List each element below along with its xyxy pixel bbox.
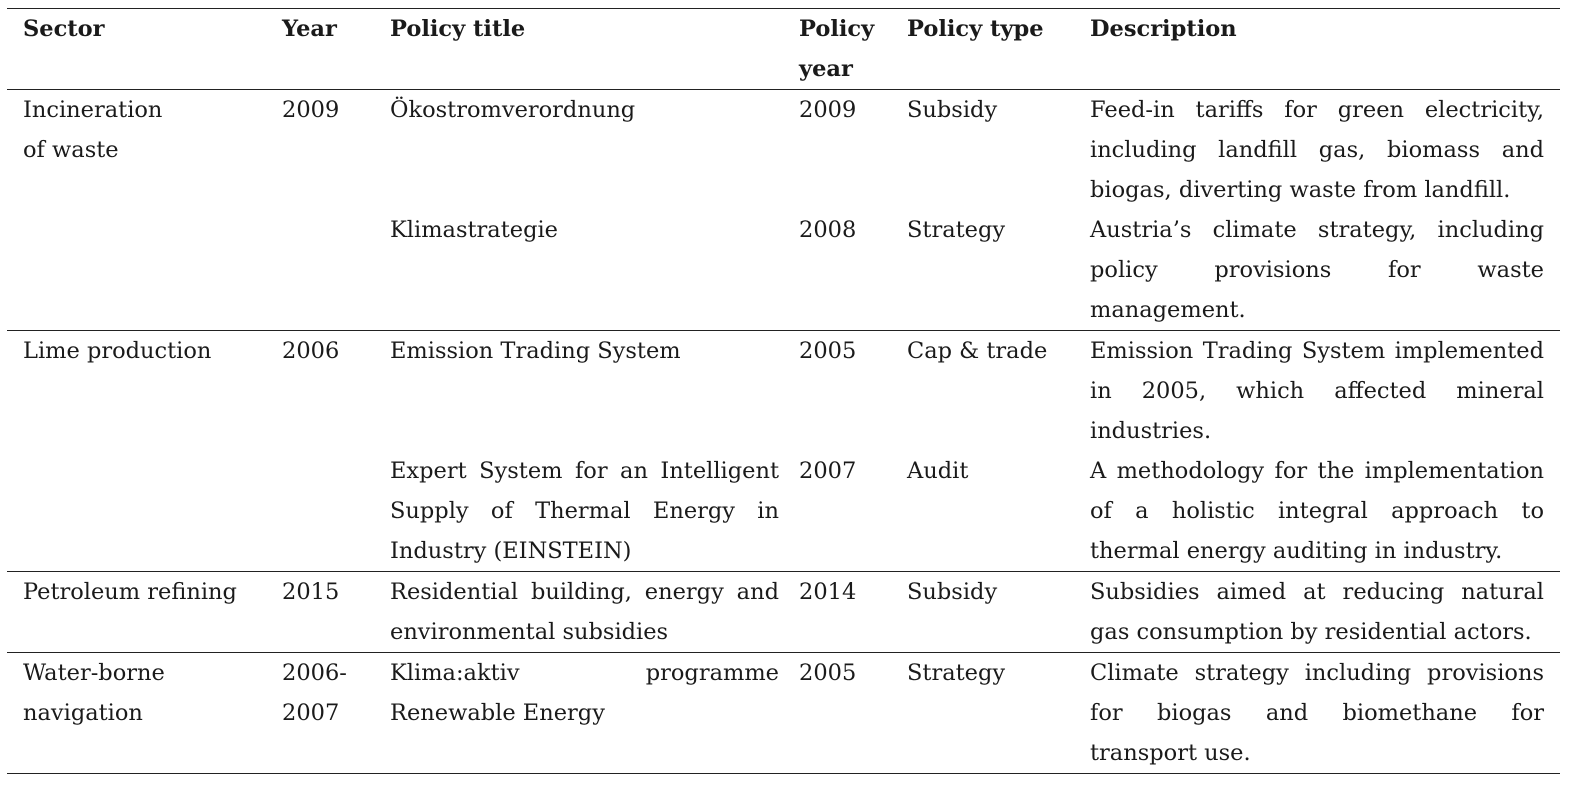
header-policy-year-line1: Policy xyxy=(799,16,875,42)
description-cell: Austria’s climate strategy, including po… xyxy=(1090,217,1544,323)
header-policy-title: Policy title xyxy=(390,16,526,42)
header-policy-year-line2: year xyxy=(799,56,853,82)
policy-type-cell: Strategy xyxy=(907,660,1006,686)
sector-line: of waste xyxy=(23,137,119,163)
year-cell: 2006- 2007 xyxy=(266,653,374,774)
policy-year-cell: 2008 xyxy=(799,217,857,243)
policy-year-cell: 2007 xyxy=(799,458,857,484)
policy-title-cell: Klima:aktiv programme Renewable Energy xyxy=(390,660,779,726)
table-body: Incineration of waste 2009 Ökostromveror… xyxy=(7,89,1560,774)
policy-title-cell: Ökostromverordnung xyxy=(390,97,636,123)
table-row: Petroleum refining 2015 Residential buil… xyxy=(7,571,1560,653)
policy-type-cell: Subsidy xyxy=(907,97,998,123)
table-row: Incineration of waste 2009 Ökostromveror… xyxy=(7,89,1560,211)
policy-year-cell: 2009 xyxy=(799,97,857,123)
table-row: Klimastrategie 2008 Strategy Austria’s c… xyxy=(7,210,1560,331)
header-policy-type: Policy type xyxy=(907,16,1044,42)
policy-table: Sector Year Policy title Policy year Pol… xyxy=(7,8,1560,774)
policy-type-cell: Audit xyxy=(907,458,969,484)
policy-type-cell: Strategy xyxy=(907,217,1006,243)
description-cell: Emission Trading System implemented in 2… xyxy=(1090,338,1544,444)
header-year: Year xyxy=(282,16,337,42)
policy-title-cell: Emission Trading System xyxy=(390,338,681,364)
table-row: Lime production 2006 Emission Trading Sy… xyxy=(7,330,1560,452)
header-description: Description xyxy=(1090,16,1237,42)
year-cell: 2009 xyxy=(282,97,340,123)
header-policy-year: Policy year xyxy=(783,9,891,90)
sector-cell: Petroleum refining xyxy=(23,579,237,605)
description-cell: Subsidies aimed at reducing natural gas … xyxy=(1090,579,1544,645)
description-cell: A methodology for the implementation of … xyxy=(1090,458,1544,564)
sector-line: Incineration xyxy=(23,97,163,123)
policy-year-cell: 2005 xyxy=(799,660,857,686)
policy-title-cell: Residential building, energy and environ… xyxy=(390,579,779,645)
policy-type-cell: Subsidy xyxy=(907,579,998,605)
year-line: 2006- xyxy=(282,660,347,686)
sector-cell: Incineration of waste xyxy=(7,90,266,331)
policy-year-cell: 2014 xyxy=(799,579,857,605)
description-cell: Climate strategy including provisions fo… xyxy=(1090,660,1544,766)
year-line: 2007 xyxy=(282,700,340,726)
policy-type-cell: Cap & trade xyxy=(907,338,1048,364)
sector-cell: Water-borne navigation xyxy=(23,660,165,726)
year-cell: 2015 xyxy=(282,579,340,605)
sector-cell: Lime production xyxy=(23,338,212,364)
table-row: Expert System for an Intelligent Supply … xyxy=(7,451,1560,572)
policy-title-cell: Klimastrategie xyxy=(390,217,558,243)
policy-year-cell: 2005 xyxy=(799,338,857,364)
header-row: Sector Year Policy title Policy year Pol… xyxy=(7,8,1560,90)
table-row: Water-borne navigation 2006- 2007 Klima:… xyxy=(7,652,1560,774)
policy-title-cell: Expert System for an Intelligent Supply … xyxy=(390,458,779,564)
header-sector: Sector xyxy=(23,16,105,42)
description-cell: Feed-in tariffs for green electricity, i… xyxy=(1090,97,1544,203)
table-header: Sector Year Policy title Policy year Pol… xyxy=(7,8,1560,90)
year-cell: 2006 xyxy=(282,338,340,364)
